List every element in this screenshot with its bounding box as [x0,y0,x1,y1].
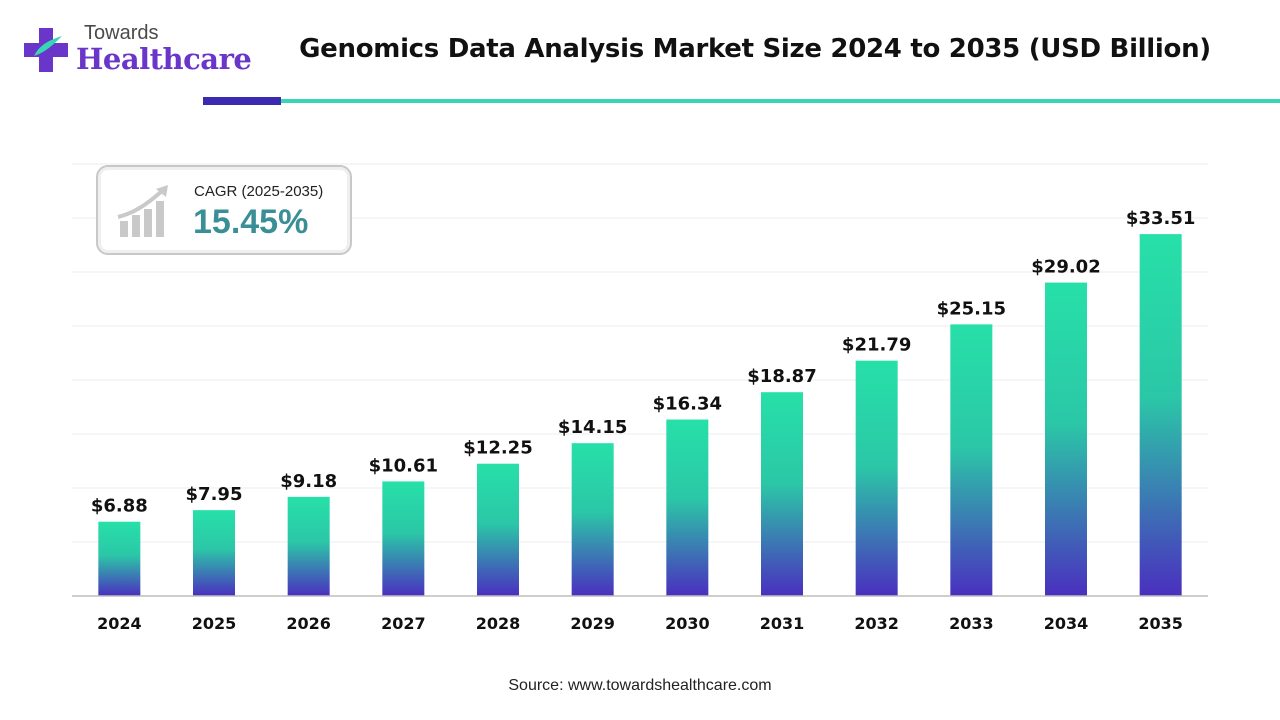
bar-2026 [287,496,330,596]
x-tick-label: 2028 [476,614,521,633]
data-label: $10.61 [369,455,438,476]
bar-2024 [98,521,141,596]
source-note: Source: www.towardshealthcare.com [508,677,772,694]
data-label: $18.87 [747,366,816,387]
brand-line2: Healthcare [76,42,252,76]
chart-title: Genomics Data Analysis Market Size 2024 … [299,34,1211,64]
x-tick-label: 2029 [570,614,615,633]
bar-2033 [950,324,993,596]
growth-chart-icon [117,185,168,237]
data-label: $9.18 [280,471,337,492]
x-tick-label: 2035 [1138,614,1183,633]
x-tick-label: 2030 [665,614,710,633]
title-rule-dark [203,97,281,105]
cagr-value: 15.45% [193,203,309,241]
bar-2025 [193,510,235,596]
bar-2028 [477,463,519,596]
data-label: $12.25 [463,438,532,459]
x-tick-label: 2026 [286,614,331,633]
bar-2032 [855,360,898,596]
title-rule-teal [281,99,1280,103]
x-tick-label: 2034 [1044,614,1089,633]
cagr-label: CAGR (2025-2035) [194,183,324,200]
bar-2034 [1045,282,1087,596]
bar-2029 [571,443,614,596]
x-tick-label: 2024 [97,614,142,633]
medical-cross-icon [24,28,68,72]
bar-2035 [1139,234,1182,597]
data-label: $7.95 [186,484,243,505]
data-label: $25.15 [937,298,1006,319]
cagr-callout: CAGR (2025-2035) 15.45% [96,165,352,255]
x-tick-label: 2025 [192,614,237,633]
brand-logo: Towards Healthcare [22,22,252,84]
bar-2030 [666,419,709,596]
brand-line1: Towards [84,22,159,44]
x-tick-label: 2033 [949,614,994,633]
data-label: $14.15 [558,417,627,438]
bar-2027 [382,481,425,596]
x-tick-label: 2032 [854,614,899,633]
data-label: $29.02 [1031,257,1100,278]
data-label: $33.51 [1126,208,1195,229]
data-label: $6.88 [91,496,148,517]
x-tick-label: 2027 [381,614,426,633]
data-label: $21.79 [842,335,911,356]
data-label: $16.34 [653,394,722,415]
x-tick-label: 2031 [760,614,805,633]
bar-2031 [761,392,803,596]
